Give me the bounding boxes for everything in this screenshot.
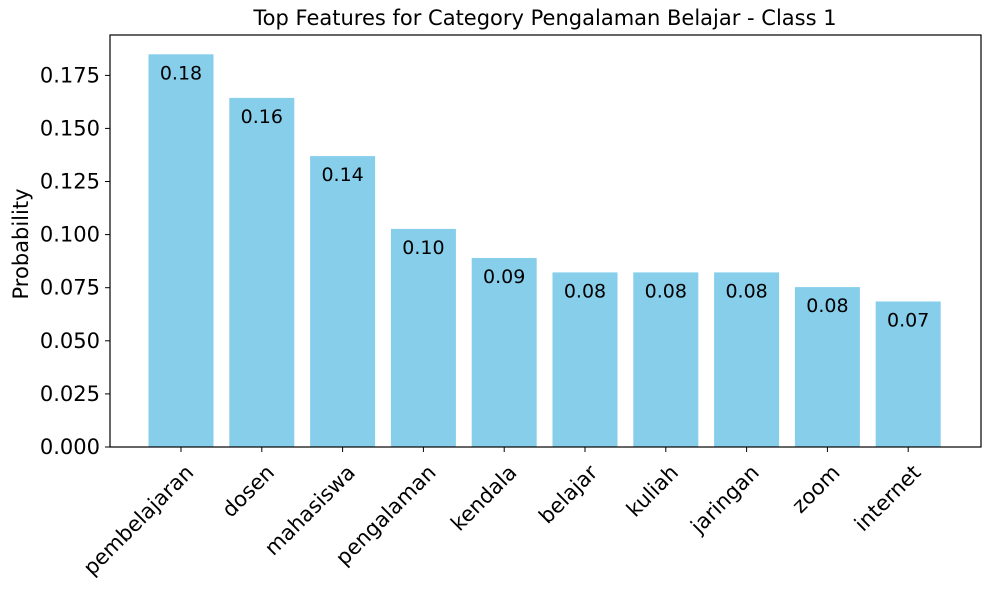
bar-kendala xyxy=(471,258,537,447)
y-axis: 0.000 0.025 0.050 0.075 0.100 0.125 0.150 0.175 xyxy=(40,63,110,459)
x-tick-label-kendala: kendala xyxy=(446,460,521,535)
x-tick-label-zoom: zoom xyxy=(787,460,844,517)
y-axis-label: Probability xyxy=(9,188,33,299)
y-tick-label-0: 0.000 xyxy=(40,435,100,459)
plot-frame xyxy=(109,34,982,448)
bar-dosen xyxy=(229,97,295,448)
data-label-pengalaman: 0.10 xyxy=(402,237,444,259)
data-label-jaringan: 0.08 xyxy=(725,280,767,302)
bar-mahasiswa xyxy=(310,156,376,447)
data-label-kendala: 0.09 xyxy=(483,266,525,288)
data-label-mahasiswa: 0.14 xyxy=(321,164,363,186)
chart-title: Top Features for Category Pengalaman Bel… xyxy=(252,6,836,30)
bar-internet xyxy=(875,301,941,447)
x-tick-label-pembelajaran: pembelajaran xyxy=(79,460,199,580)
x-tick-label-jaringan: jaringan xyxy=(685,460,763,538)
data-label-zoom: 0.08 xyxy=(806,295,848,317)
data-label-dosen: 0.16 xyxy=(241,106,283,128)
y-tick-label-1: 0.025 xyxy=(40,382,100,406)
data-label-internet: 0.07 xyxy=(887,310,929,332)
y-tick-label-5: 0.125 xyxy=(40,170,100,194)
y-tick-label-4: 0.100 xyxy=(40,223,100,247)
bar-belajar xyxy=(552,272,618,447)
bar-pembelajaran xyxy=(148,54,214,448)
bar-jaringan xyxy=(714,272,780,447)
y-tick-label-3: 0.075 xyxy=(40,276,100,300)
x-tick-label-dosen: dosen xyxy=(217,460,279,522)
data-labels-group: 0.18 0.16 0.14 0.10 0.09 0.08 0.08 0.08 0.08 0.07 xyxy=(160,62,930,331)
data-label-belajar: 0.08 xyxy=(564,280,606,302)
y-tick-label-2: 0.050 xyxy=(40,329,100,353)
data-label-pembelajaran: 0.18 xyxy=(160,62,202,84)
bars-group xyxy=(148,54,941,448)
x-tick-label-belajar: belajar xyxy=(534,460,602,528)
x-tick-label-kuliah: kuliah xyxy=(622,460,683,521)
x-tick-label-internet: internet xyxy=(850,460,926,536)
bar-kuliah xyxy=(633,272,699,447)
bar-pengalaman xyxy=(390,228,456,447)
data-label-kuliah: 0.08 xyxy=(645,280,687,302)
bar-zoom xyxy=(794,287,860,447)
y-tick-label-7: 0.175 xyxy=(40,63,100,87)
y-tick-label-6: 0.150 xyxy=(40,116,100,140)
